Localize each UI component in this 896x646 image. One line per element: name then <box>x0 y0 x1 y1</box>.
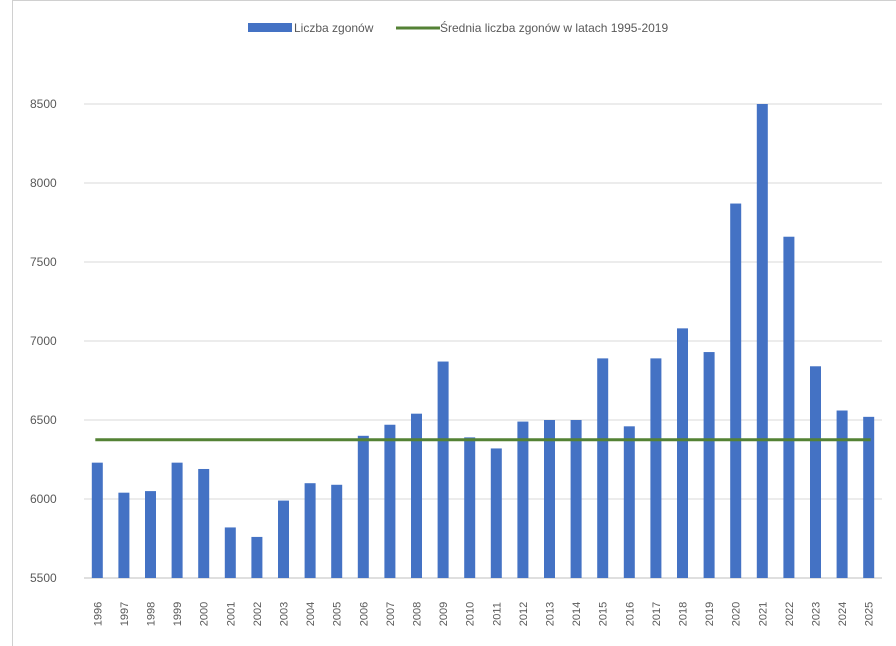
x-tick-label: 2020 <box>731 602 743 626</box>
x-tick-label: 2006 <box>358 602 370 626</box>
legend-line-label: Średnia liczba zgonów w latach 1995-2019 <box>440 20 668 35</box>
x-tick-label: 2023 <box>811 602 823 626</box>
bar <box>145 491 156 578</box>
y-tick-label: 7000 <box>30 334 57 348</box>
x-tick-label: 2022 <box>784 602 796 626</box>
legend-bar-label: Liczba zgonów <box>294 21 374 35</box>
x-tick-label: 2009 <box>438 602 450 626</box>
bar <box>517 421 529 578</box>
y-tick-label: 6000 <box>30 492 57 506</box>
y-axis: 5500 6000 6500 7000 7500 8000 8500 <box>30 97 57 585</box>
bars <box>91 104 875 579</box>
bar <box>570 420 582 578</box>
x-tick-label: 1997 <box>119 602 131 626</box>
x-tick-label: 2014 <box>571 602 583 626</box>
y-tick-label: 5500 <box>30 571 57 585</box>
chart-frame <box>12 0 896 646</box>
x-tick-label: 2018 <box>678 602 690 626</box>
bar <box>703 352 715 578</box>
bar <box>836 410 848 578</box>
x-tick-label: 1998 <box>146 602 158 626</box>
bar <box>783 236 795 578</box>
legend-bar-swatch <box>248 23 292 32</box>
x-tick-label: 2003 <box>279 602 291 626</box>
x-tick-label: 2021 <box>757 602 769 626</box>
x-tick-label: 1996 <box>92 602 104 626</box>
bar <box>198 468 210 578</box>
x-tick-label: 2004 <box>305 602 317 626</box>
bar <box>278 500 289 578</box>
bar <box>171 462 183 578</box>
bar <box>251 536 263 578</box>
x-tick-label: 2016 <box>624 602 636 626</box>
bar <box>91 462 103 578</box>
x-tick-label: 2010 <box>465 602 477 626</box>
bar <box>597 358 609 578</box>
y-tick-label: 7500 <box>30 255 57 269</box>
bar <box>677 328 688 578</box>
y-tick-label: 8500 <box>30 97 57 111</box>
x-axis: 1996 1997 1998 1999 2000 2001 2002 2003 2004 2005… <box>92 602 875 626</box>
bar <box>623 426 635 578</box>
x-tick-label: 2024 <box>837 602 849 626</box>
bar <box>384 424 396 578</box>
bar <box>730 203 742 579</box>
x-tick-label: 2025 <box>864 602 876 626</box>
bar <box>810 366 821 578</box>
y-tick-label: 8000 <box>30 176 57 190</box>
x-tick-label: 2011 <box>491 602 503 626</box>
bar <box>411 413 422 578</box>
x-tick-label: 2002 <box>252 602 264 626</box>
bar <box>464 437 476 578</box>
x-tick-label: 2008 <box>412 602 424 626</box>
legend: Liczba zgonów Średnia liczba zgonów w la… <box>248 20 668 35</box>
x-tick-label: 2001 <box>225 602 237 626</box>
gridlines <box>84 103 882 579</box>
bar <box>863 416 875 578</box>
bar <box>756 104 768 578</box>
x-tick-label: 2015 <box>598 602 610 626</box>
y-tick-label: 6500 <box>30 413 57 427</box>
x-tick-label: 2013 <box>545 602 557 626</box>
x-tick-label: 2007 <box>385 602 397 626</box>
bar <box>544 420 555 578</box>
bar <box>224 527 236 578</box>
x-tick-label: 1999 <box>172 602 184 626</box>
bar <box>437 361 449 578</box>
x-tick-label: 2005 <box>332 602 344 626</box>
bar <box>118 492 130 578</box>
x-tick-label: 2012 <box>518 602 530 626</box>
bar <box>357 435 369 578</box>
bar <box>490 448 502 578</box>
bar <box>331 484 343 578</box>
x-tick-label: 2000 <box>199 602 211 626</box>
x-tick-label: 2019 <box>704 602 716 626</box>
bar <box>650 358 662 578</box>
bar <box>304 483 316 578</box>
x-tick-label: 2017 <box>651 602 663 626</box>
